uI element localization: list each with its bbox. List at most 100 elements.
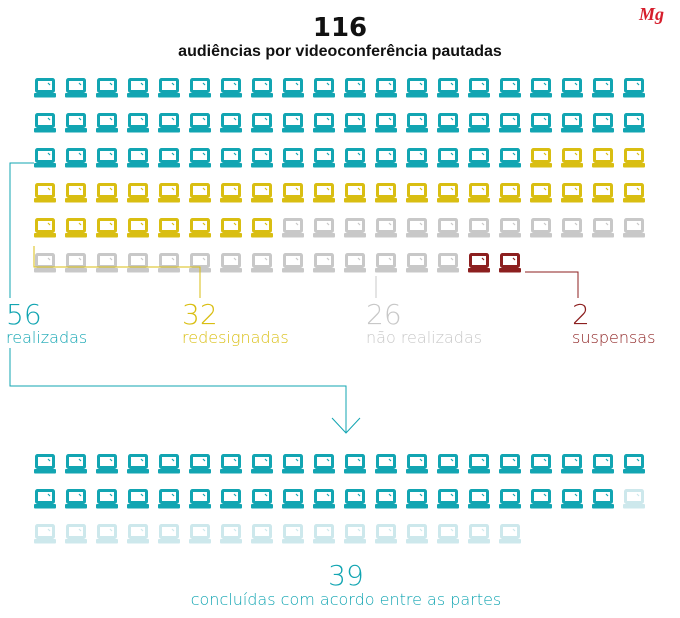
laptop-icon <box>313 524 335 544</box>
laptop-icon <box>189 489 211 509</box>
label-nao-realizadas: não realizadas <box>366 328 482 347</box>
laptop-icon <box>313 183 335 203</box>
brand-logo: Mg <box>638 4 664 24</box>
laptop-icon <box>375 183 397 203</box>
laptop-icon <box>220 218 242 238</box>
laptop-icon <box>251 524 273 544</box>
laptop-icon <box>127 253 149 273</box>
laptop-icon <box>189 183 211 203</box>
laptop-icon <box>158 148 180 168</box>
label-suspensas: suspensas <box>572 328 655 347</box>
laptop-icon <box>158 78 180 98</box>
laptop-icon <box>468 218 490 238</box>
laptop-icon <box>313 454 335 474</box>
laptop-icon <box>406 113 428 133</box>
laptop-icon <box>189 113 211 133</box>
laptop-icon <box>34 253 56 273</box>
laptop-icon <box>344 148 366 168</box>
laptop-icon <box>313 218 335 238</box>
laptop-icon <box>282 454 304 474</box>
laptop-icon <box>437 253 459 273</box>
laptop-icon <box>406 454 428 474</box>
laptop-icon <box>499 113 521 133</box>
laptop-icon <box>344 78 366 98</box>
laptop-icon <box>344 524 366 544</box>
laptop-icon <box>96 148 118 168</box>
laptop-icon <box>282 78 304 98</box>
laptop-icon <box>437 218 459 238</box>
laptop-icon <box>375 218 397 238</box>
laptop-icon <box>623 183 645 203</box>
label-realizadas: realizadas <box>6 328 87 347</box>
laptop-icon <box>375 489 397 509</box>
laptop-icon <box>530 148 552 168</box>
laptop-icon <box>34 489 56 509</box>
laptop-icon <box>127 78 149 98</box>
laptop-icon <box>530 183 552 203</box>
laptop-icon <box>65 78 87 98</box>
laptop-icon <box>530 489 552 509</box>
laptop-icon <box>96 454 118 474</box>
laptop-icon <box>406 148 428 168</box>
chart-subtitle: audiências por videoconferência pautadas <box>178 43 502 60</box>
laptop-icon <box>344 253 366 273</box>
laptop-icon <box>34 183 56 203</box>
laptop-icon <box>499 489 521 509</box>
laptop-icon <box>127 148 149 168</box>
laptop-icon <box>406 489 428 509</box>
laptop-icon <box>34 218 56 238</box>
laptop-icon <box>437 454 459 474</box>
laptop-icon <box>96 113 118 133</box>
label-redesignadas: redesignadas <box>182 328 289 347</box>
laptop-icon <box>251 183 273 203</box>
laptop-icon <box>34 524 56 544</box>
laptop-icon <box>344 489 366 509</box>
laptop-icon <box>127 218 149 238</box>
laptop-icon <box>468 78 490 98</box>
laptop-icon <box>251 148 273 168</box>
laptop-icon <box>499 218 521 238</box>
connector-flow <box>9 348 347 433</box>
laptop-icon <box>561 113 583 133</box>
laptop-icon <box>468 489 490 509</box>
laptop-icon <box>220 489 242 509</box>
laptop-icon <box>344 183 366 203</box>
laptop-icon <box>96 253 118 273</box>
laptop-icon <box>406 183 428 203</box>
laptop-icon <box>406 253 428 273</box>
connector-suspensas <box>525 271 579 298</box>
laptop-icon <box>220 78 242 98</box>
laptop-icon <box>313 148 335 168</box>
laptop-icon <box>561 148 583 168</box>
laptop-icon <box>96 489 118 509</box>
laptop-icon <box>592 78 614 98</box>
laptop-icon <box>220 253 242 273</box>
laptop-icon <box>344 218 366 238</box>
laptop-icon <box>220 524 242 544</box>
laptop-icon <box>406 524 428 544</box>
laptop-icon <box>623 148 645 168</box>
laptop-icon <box>189 78 211 98</box>
laptop-icon <box>530 78 552 98</box>
laptop-icon <box>592 183 614 203</box>
laptop-icon <box>282 489 304 509</box>
value-nao-realizadas: 26 <box>366 298 402 331</box>
laptop-icon <box>65 148 87 168</box>
laptop-icon <box>127 454 149 474</box>
laptop-icon <box>96 183 118 203</box>
laptop-icon <box>65 253 87 273</box>
laptop-icon <box>282 113 304 133</box>
laptop-icon <box>623 454 645 474</box>
laptop-icon <box>158 218 180 238</box>
laptop-icon <box>592 218 614 238</box>
laptop-icon <box>282 183 304 203</box>
value-suspensas: 2 <box>572 298 590 331</box>
laptop-icon <box>282 524 304 544</box>
laptop-icon <box>313 253 335 273</box>
laptop-icon <box>561 78 583 98</box>
laptop-icon <box>65 524 87 544</box>
laptop-icon <box>189 524 211 544</box>
laptop-icon <box>282 148 304 168</box>
laptop-icon <box>158 253 180 273</box>
